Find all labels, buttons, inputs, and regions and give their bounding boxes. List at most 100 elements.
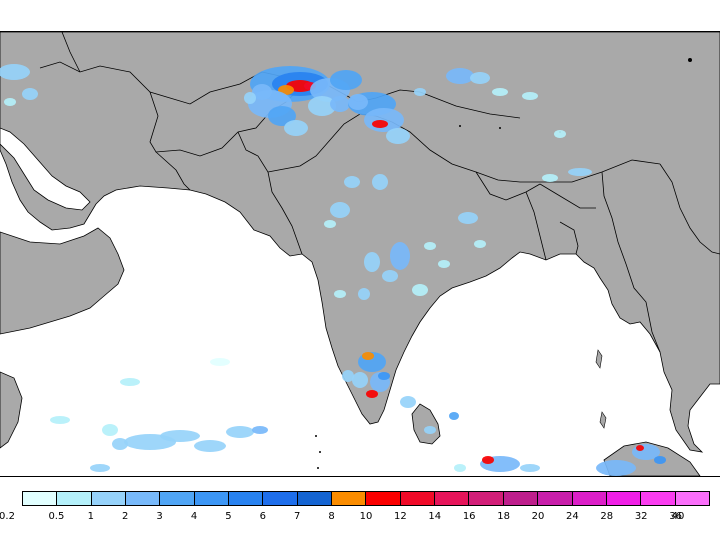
colorbar-box (263, 492, 298, 505)
colorbar-label: 16 (462, 511, 476, 522)
colorbar-label: 36 (669, 511, 682, 522)
precip-blob (334, 290, 346, 298)
colorbar-label: 2 (122, 511, 129, 522)
precip-blob (120, 378, 140, 386)
precip-blob (268, 106, 296, 126)
colorbar-box (572, 492, 607, 505)
colorbar-box (126, 492, 161, 505)
colorbar-label: 3 (156, 511, 163, 522)
precip-blob (470, 72, 490, 84)
land-andaman (595, 349, 607, 429)
colorbar-label: 0.5 (48, 511, 65, 522)
precip-blob (386, 128, 410, 144)
colorbar-box (194, 492, 230, 505)
precip-blob (210, 358, 230, 366)
precip-blob (362, 352, 374, 360)
precipitation-map (0, 32, 720, 476)
colorbar-box (297, 492, 333, 505)
colorbar-label: 8 (328, 511, 335, 522)
precip-blob (112, 438, 128, 450)
colorbar-box (503, 492, 539, 505)
land-africa (0, 371, 23, 449)
precip-blob (364, 252, 380, 272)
precip-blob (400, 396, 416, 408)
precip-blob (352, 372, 368, 388)
precip-blob (414, 88, 426, 96)
colorbar-label: 0.2 (0, 511, 15, 522)
precip-blob (344, 176, 360, 188)
precip-blob (372, 120, 388, 128)
colorbar-label: 4 (190, 511, 198, 522)
colorbar-label: 40 (671, 511, 685, 522)
precip-blob (438, 260, 450, 268)
colorbar-box (538, 492, 573, 505)
colorbar-label: 6 (259, 511, 266, 522)
precip-blob (568, 168, 592, 176)
colorbar-box (469, 492, 504, 505)
map-frame (0, 31, 720, 477)
colorbar-box (641, 492, 676, 505)
precip-blob (446, 68, 474, 84)
precip-blob (454, 464, 466, 472)
precip-blob (522, 92, 538, 100)
precip-blob (244, 92, 256, 104)
precip-blob (252, 426, 268, 434)
precip-blob (596, 460, 636, 476)
precip-blob (102, 424, 118, 436)
colorbar-box (91, 492, 127, 505)
colorbar-label: 20 (531, 511, 545, 522)
precip-blob (636, 445, 644, 451)
precip-blob (412, 284, 428, 296)
precip-blob (4, 98, 16, 106)
colorbar-box (160, 492, 195, 505)
precip-blob (160, 430, 200, 442)
precip-blob (424, 426, 436, 434)
precip-blob (520, 464, 540, 472)
colorbar-labels: 0.2 0.5 1 2 3 4 5 6 7 8 10 12 14 16 18 20 24 28 32 36 40 (0, 511, 720, 525)
colorbar-box (57, 492, 92, 505)
precip-blob (554, 130, 566, 138)
precip-blob (308, 96, 336, 116)
precip-blob (330, 96, 350, 112)
colorbar-label: 5 (225, 511, 232, 522)
colorbar-label: 1 (87, 511, 94, 522)
colorbar-box (675, 492, 709, 505)
precip-blob (372, 174, 388, 190)
colorbar-box (366, 492, 401, 505)
colorbar-box (229, 492, 264, 505)
precip-blob (482, 456, 494, 464)
precip-blob (474, 240, 486, 248)
colorbar-box (606, 492, 642, 505)
colorbar-label: 12 (394, 511, 407, 522)
precip-blob (424, 242, 436, 250)
precip-blob (284, 120, 308, 136)
gulf-water (0, 127, 91, 211)
precip-blob (458, 212, 478, 224)
land-sri-lanka (411, 403, 441, 445)
precipitation-layer (0, 64, 666, 476)
colorbar-box (23, 492, 58, 505)
precip-blob (342, 370, 354, 382)
precip-blob (382, 270, 398, 282)
colorbar-label: 32 (634, 511, 648, 522)
precip-blob (449, 412, 459, 420)
colorbar-label: 18 (497, 511, 510, 522)
precip-blob (654, 456, 666, 464)
precip-blob (90, 464, 110, 472)
precip-blob (324, 220, 336, 228)
precip-blob (22, 88, 38, 100)
colorbar-label: 10 (359, 511, 373, 522)
precip-blob (378, 372, 390, 380)
colorbar (22, 491, 710, 506)
precip-blob (542, 174, 558, 182)
precip-blob (390, 242, 410, 270)
colorbar-box (400, 492, 436, 505)
land-asia (0, 32, 720, 453)
precip-blob (348, 94, 368, 110)
precip-blob (330, 70, 362, 90)
precip-blob (358, 288, 370, 300)
precip-blob (50, 416, 70, 424)
land-arabia (0, 227, 125, 335)
precip-blob (226, 426, 254, 438)
colorbar-label: 14 (428, 511, 442, 522)
